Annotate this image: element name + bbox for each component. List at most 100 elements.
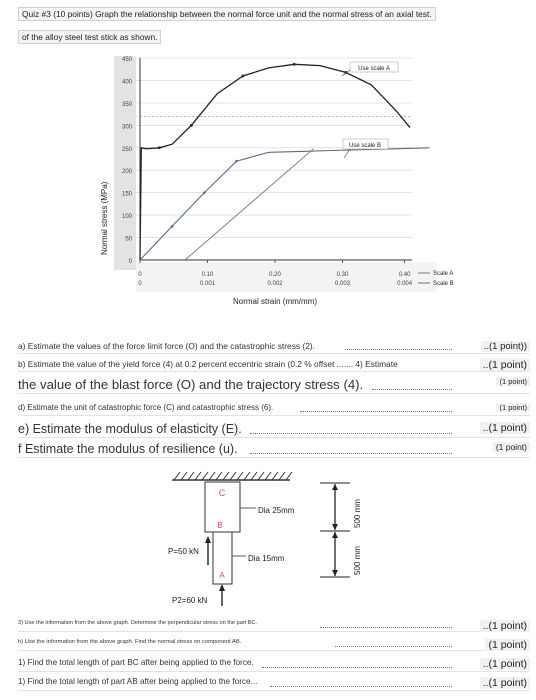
force-p1-label: P=50 kN bbox=[168, 547, 199, 556]
scale-a-annotation: Use scale A bbox=[358, 66, 390, 72]
answer-line[interactable] bbox=[262, 667, 452, 668]
series-scale-a-line bbox=[139, 63, 411, 261]
fixed-support bbox=[172, 471, 293, 481]
question-divider bbox=[18, 650, 530, 651]
question-text: a) Estimate the values of the force limi… bbox=[18, 341, 315, 351]
x-tick-label-a: 0 bbox=[138, 272, 142, 278]
y-tick-label: 150 bbox=[122, 192, 133, 198]
stress-strain-chart: 450 400 350 300 250 200 150 100 50 0 Normal stress… bbox=[100, 56, 454, 306]
series-scale-b-point bbox=[170, 225, 174, 228]
support-hatch bbox=[271, 471, 279, 481]
support-hatch bbox=[222, 471, 230, 481]
y-axis-label: Normal stress (MPa) bbox=[100, 181, 109, 255]
x-tick-label-a: 0.30 bbox=[337, 272, 349, 278]
point-c-label: C bbox=[219, 488, 226, 498]
points-badge: (1 point) bbox=[496, 403, 530, 412]
question-text: b) Estimate the value of the yield force… bbox=[18, 359, 398, 369]
question-text: 1) Find the total length of part BC afte… bbox=[18, 658, 254, 667]
scale-b-annotation: Use scale B bbox=[349, 143, 381, 149]
answer-line[interactable] bbox=[372, 389, 452, 390]
y-tick-label: 250 bbox=[122, 147, 133, 153]
question-divider bbox=[18, 457, 530, 458]
point-a-label: A bbox=[219, 571, 225, 580]
y-axis-band bbox=[114, 56, 136, 270]
x-axis-label: Normal strain (mm/mm) bbox=[233, 297, 317, 306]
points-badge: ..(1 point) bbox=[479, 677, 530, 689]
points-badge: ..(1 point)) bbox=[480, 341, 530, 352]
y-tick-label: 100 bbox=[122, 214, 133, 220]
x-axis-band bbox=[136, 262, 436, 292]
support-hatch bbox=[208, 471, 216, 481]
bar-ab bbox=[212, 531, 233, 585]
dim-bottom-label: 500 mm bbox=[353, 546, 362, 575]
scale-a-pointer bbox=[341, 69, 351, 77]
points-badge: ..(1 point) bbox=[479, 422, 530, 434]
question-divider bbox=[18, 371, 530, 372]
question-divider bbox=[18, 353, 530, 354]
series-scale-a-point bbox=[344, 70, 348, 74]
question-text: h) Use the information from the above gr… bbox=[18, 639, 242, 645]
answer-line[interactable] bbox=[320, 627, 452, 628]
question-text: 3) Use the information from the above gr… bbox=[18, 620, 258, 626]
dia-25-label: Dia 25mm bbox=[258, 506, 295, 515]
support-hatch bbox=[257, 471, 265, 481]
answer-line[interactable] bbox=[250, 453, 452, 454]
scale-a-annotation-box bbox=[349, 61, 399, 73]
y-tick-label: 200 bbox=[122, 169, 133, 175]
points-badge: ..(1 point) bbox=[479, 620, 530, 632]
scale-b-pointer bbox=[343, 148, 351, 159]
support-hatch bbox=[264, 471, 272, 481]
dia-15-label: Dia 15mm bbox=[248, 554, 285, 563]
series-scale-a-point bbox=[157, 146, 161, 150]
support-hatch bbox=[243, 471, 251, 481]
dim-top-label: 500 mm bbox=[353, 499, 362, 528]
y-tick-label: 450 bbox=[122, 57, 133, 63]
question-divider bbox=[18, 415, 530, 416]
series-scale-a-point bbox=[292, 62, 296, 66]
quiz-subtitle: of the alloy steel test stick as shown. bbox=[18, 30, 162, 44]
question-text: e) Estimate the modulus of elasticity (E… bbox=[18, 422, 242, 436]
x-tick-label-a: 0.40 bbox=[399, 272, 411, 278]
y-tick-label: 300 bbox=[122, 124, 133, 130]
answer-line[interactable] bbox=[300, 411, 452, 412]
points-badge: (1 point) bbox=[492, 442, 530, 452]
question-divider bbox=[18, 437, 530, 438]
dimension-lines bbox=[320, 482, 350, 578]
support-hatch bbox=[201, 471, 209, 481]
support-hatch bbox=[215, 471, 223, 481]
support-hatch bbox=[173, 471, 181, 481]
support-hatch bbox=[180, 471, 188, 481]
answer-line[interactable] bbox=[250, 433, 452, 434]
series-scale-b-point bbox=[235, 159, 238, 163]
x-tick-label-b: 0.002 bbox=[267, 281, 283, 287]
answer-line[interactable] bbox=[270, 686, 452, 687]
scale-b-annotation-box bbox=[342, 138, 389, 150]
series-scale-b-point bbox=[202, 191, 206, 194]
support-hatch bbox=[229, 471, 237, 481]
x-tick-label-b: 0.001 bbox=[200, 281, 216, 287]
legend-scale-b: Scale B bbox=[433, 281, 454, 287]
support-hatch bbox=[187, 471, 195, 481]
y-tick-label: 400 bbox=[122, 79, 133, 85]
support-hatch bbox=[250, 471, 258, 481]
series-scale-b-line bbox=[139, 147, 430, 261]
x-tick-label-a: 0.10 bbox=[202, 272, 214, 278]
question-divider bbox=[18, 690, 530, 691]
legend-scale-a: Scale A bbox=[433, 271, 453, 277]
question-divider bbox=[18, 671, 530, 672]
points-badge: ..(1 point) bbox=[479, 359, 530, 371]
answer-line[interactable] bbox=[335, 646, 452, 647]
question-text: 1) Find the total length of part AB afte… bbox=[18, 677, 258, 686]
force-p2-arrow bbox=[219, 584, 225, 606]
points-badge: (1 point) bbox=[496, 377, 530, 386]
force-p2-label: P2=60 kN bbox=[172, 596, 208, 605]
question-text: the value of the blast force (O) and the… bbox=[18, 377, 364, 392]
y-tick-label: 0 bbox=[129, 259, 133, 265]
x-tick-label-a: 0.20 bbox=[269, 272, 281, 278]
answer-line[interactable] bbox=[345, 349, 452, 350]
question-text: f Estimate the modulus of resilience (u)… bbox=[18, 442, 238, 456]
x-tick-label-b: 0 bbox=[138, 281, 142, 287]
question-text: d) Estimate the unit of catastrophic for… bbox=[18, 403, 274, 412]
quiz-title: Quiz #3 (10 points) Graph the relationsh… bbox=[18, 7, 436, 21]
series-scale-a-point bbox=[241, 74, 245, 78]
